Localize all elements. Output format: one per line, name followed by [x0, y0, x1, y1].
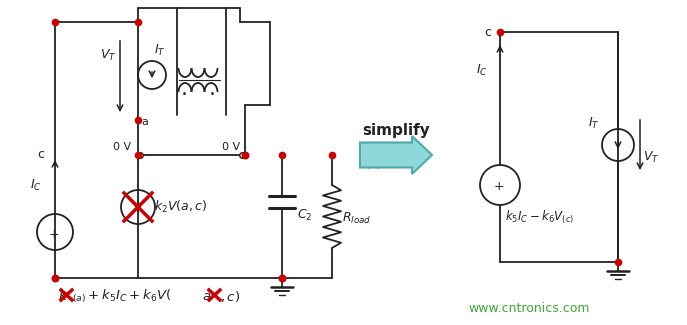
Text: $a$: $a$ — [202, 290, 211, 303]
Text: c: c — [37, 149, 44, 162]
Text: $V_T$: $V_T$ — [100, 47, 117, 62]
Text: ·: · — [209, 85, 216, 105]
Text: c: c — [484, 27, 491, 40]
Text: a: a — [141, 117, 148, 127]
Text: $_{(a)}+k_5I_C+k_6V($: $_{(a)}+k_5I_C+k_6V($ — [72, 287, 172, 305]
Text: 0 V: 0 V — [113, 142, 131, 152]
FancyArrow shape — [360, 136, 432, 174]
Text: $I_C$: $I_C$ — [476, 62, 488, 78]
Text: www.cntronics.com: www.cntronics.com — [468, 302, 589, 315]
Text: $R_{load}$: $R_{load}$ — [342, 211, 372, 226]
Text: simplify: simplify — [362, 123, 430, 137]
Text: ·: · — [181, 85, 188, 105]
Text: $V_T$: $V_T$ — [643, 150, 660, 164]
Text: $,c)$: $,c)$ — [220, 289, 240, 304]
Text: $I_T$: $I_T$ — [588, 115, 600, 131]
Text: +: + — [49, 228, 60, 241]
Text: $k$: $k$ — [58, 289, 69, 304]
Text: +: + — [494, 180, 505, 193]
Text: $I_C$: $I_C$ — [30, 177, 42, 192]
Text: $k_2V(a,c)$: $k_2V(a,c)$ — [154, 199, 207, 215]
Text: $C_2$: $C_2$ — [297, 207, 313, 223]
Text: 0 V: 0 V — [222, 142, 240, 152]
Text: $I_T$: $I_T$ — [154, 43, 166, 58]
Text: $k_5I_C-k_6V_{(c)}$: $k_5I_C-k_6V_{(c)}$ — [505, 208, 574, 226]
